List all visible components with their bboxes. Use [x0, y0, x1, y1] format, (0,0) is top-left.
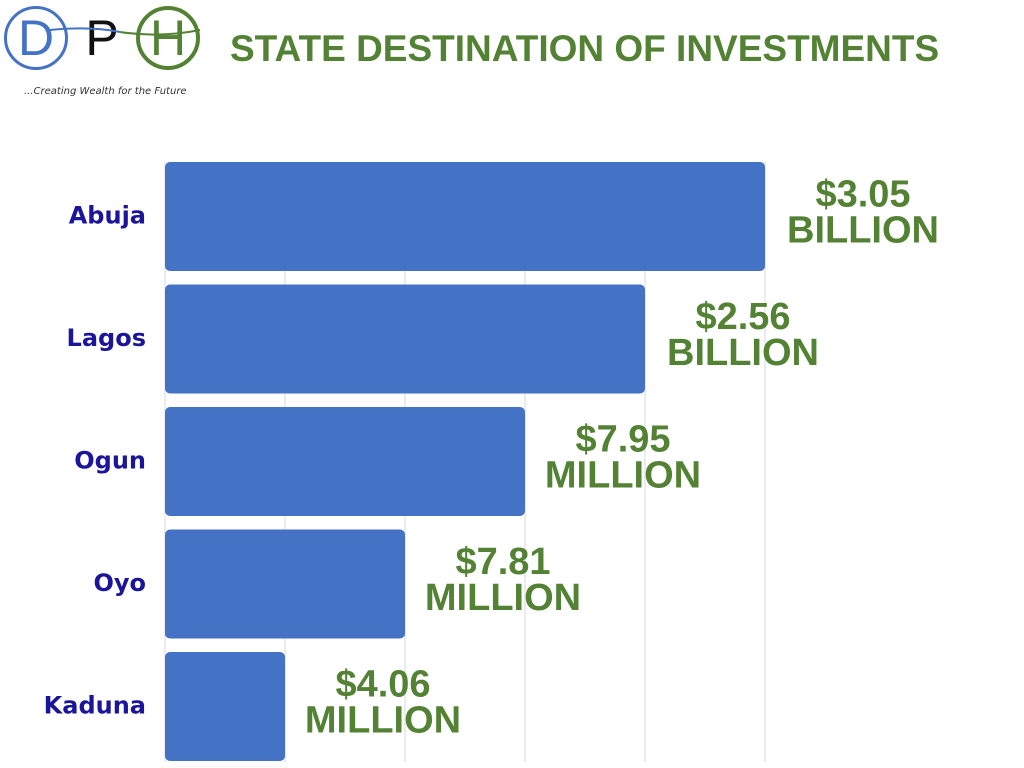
- category-label: Lagos: [67, 324, 146, 352]
- logo-circles: D P H: [4, 4, 210, 84]
- category-label: Oyo: [93, 569, 146, 597]
- category-labels: Abuja Lagos Ogun Oyo Kaduna: [44, 202, 146, 720]
- bar-kaduna: [165, 652, 285, 761]
- category-label: Kaduna: [44, 692, 146, 720]
- value-label: $4.06: [335, 664, 430, 706]
- chart-title: STATE DESTINATION OF INVESTMENTS: [230, 28, 940, 69]
- value-labels: $3.05BILLION$2.56BILLION$7.95MILLION$7.8…: [305, 174, 939, 742]
- value-label: $2.56: [695, 296, 790, 338]
- value-label: MILLION: [305, 700, 461, 742]
- dph-logo: D P H ...Creating Wealth for the Future: [4, 4, 210, 100]
- value-label: MILLION: [545, 455, 701, 497]
- bar-abuja: [165, 162, 765, 271]
- category-label: Ogun: [74, 447, 146, 475]
- logo-swoosh-icon: [50, 27, 201, 36]
- bar-oyo: [165, 529, 405, 639]
- value-label: $7.95: [575, 419, 670, 461]
- logo-letter-d: D: [4, 6, 68, 70]
- chart-bars: [165, 162, 765, 761]
- value-label: BILLION: [787, 210, 939, 252]
- logo-tagline: ...Creating Wealth for the Future: [24, 86, 187, 97]
- logo-letter-p: P: [70, 6, 134, 70]
- logo-letter-h: H: [136, 6, 200, 70]
- value-label: $3.05: [815, 174, 910, 216]
- category-label: Abuja: [69, 202, 146, 230]
- bar-ogun: [165, 407, 525, 516]
- bar-lagos: [165, 284, 645, 394]
- value-label: BILLION: [667, 332, 819, 374]
- value-label: $7.81: [455, 541, 550, 583]
- value-label: MILLION: [425, 577, 581, 619]
